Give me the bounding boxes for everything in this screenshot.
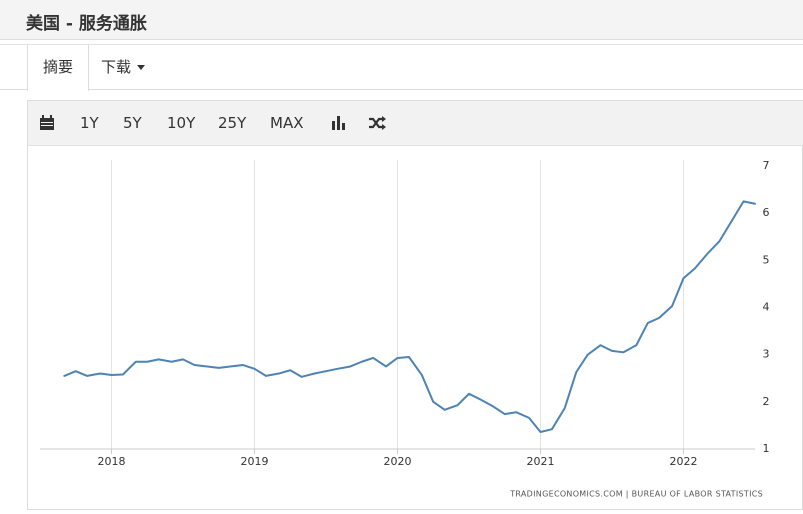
range-button[interactable]: MAX [270, 114, 304, 132]
page-title: 美国 - 服务通胀 [26, 14, 147, 34]
tab-bar: 摘要 下载 [0, 44, 803, 91]
y-tick-label: 1 [763, 442, 770, 455]
y-tick-label: 2 [763, 395, 770, 408]
bar-chart-icon[interactable] [330, 115, 346, 131]
data-line [63, 200, 756, 434]
shuffle-icon[interactable] [368, 115, 386, 131]
tab-label: 下载 [101, 58, 132, 76]
y-tick-label: 3 [763, 348, 770, 361]
y-tick-label: 7 [763, 159, 770, 172]
range-button[interactable]: 1Y [80, 114, 99, 132]
dropdown-caret [137, 65, 146, 70]
x-tick-label: 2020 [384, 455, 412, 468]
range-button[interactable]: 5Y [123, 114, 142, 132]
y-tick-label: 6 [763, 206, 770, 219]
range-button[interactable]: 10Y [167, 114, 196, 132]
x-tick-label: 2021 [527, 455, 555, 468]
source-note: TRADINGECONOMICS.COM | BUREAU OF LABOR S… [509, 490, 763, 499]
x-tick-label: 2019 [241, 455, 269, 468]
x-tick-label: 2018 [98, 455, 126, 468]
x-tick-label: 2022 [670, 455, 698, 468]
range-button[interactable]: 25Y [218, 114, 247, 132]
tab[interactable]: 下载 [86, 45, 160, 90]
chart-toolbar: 1Y 5Y 10Y 25Y MAX [28, 101, 803, 146]
tab-label: 摘要 [43, 58, 74, 76]
tab[interactable]: 摘要 [27, 45, 90, 91]
header-bar: 美国 - 服务通胀 [0, 0, 803, 40]
y-tick-label: 5 [763, 253, 770, 266]
calendar-icon[interactable] [39, 115, 55, 131]
y-tick-label: 4 [763, 301, 770, 314]
